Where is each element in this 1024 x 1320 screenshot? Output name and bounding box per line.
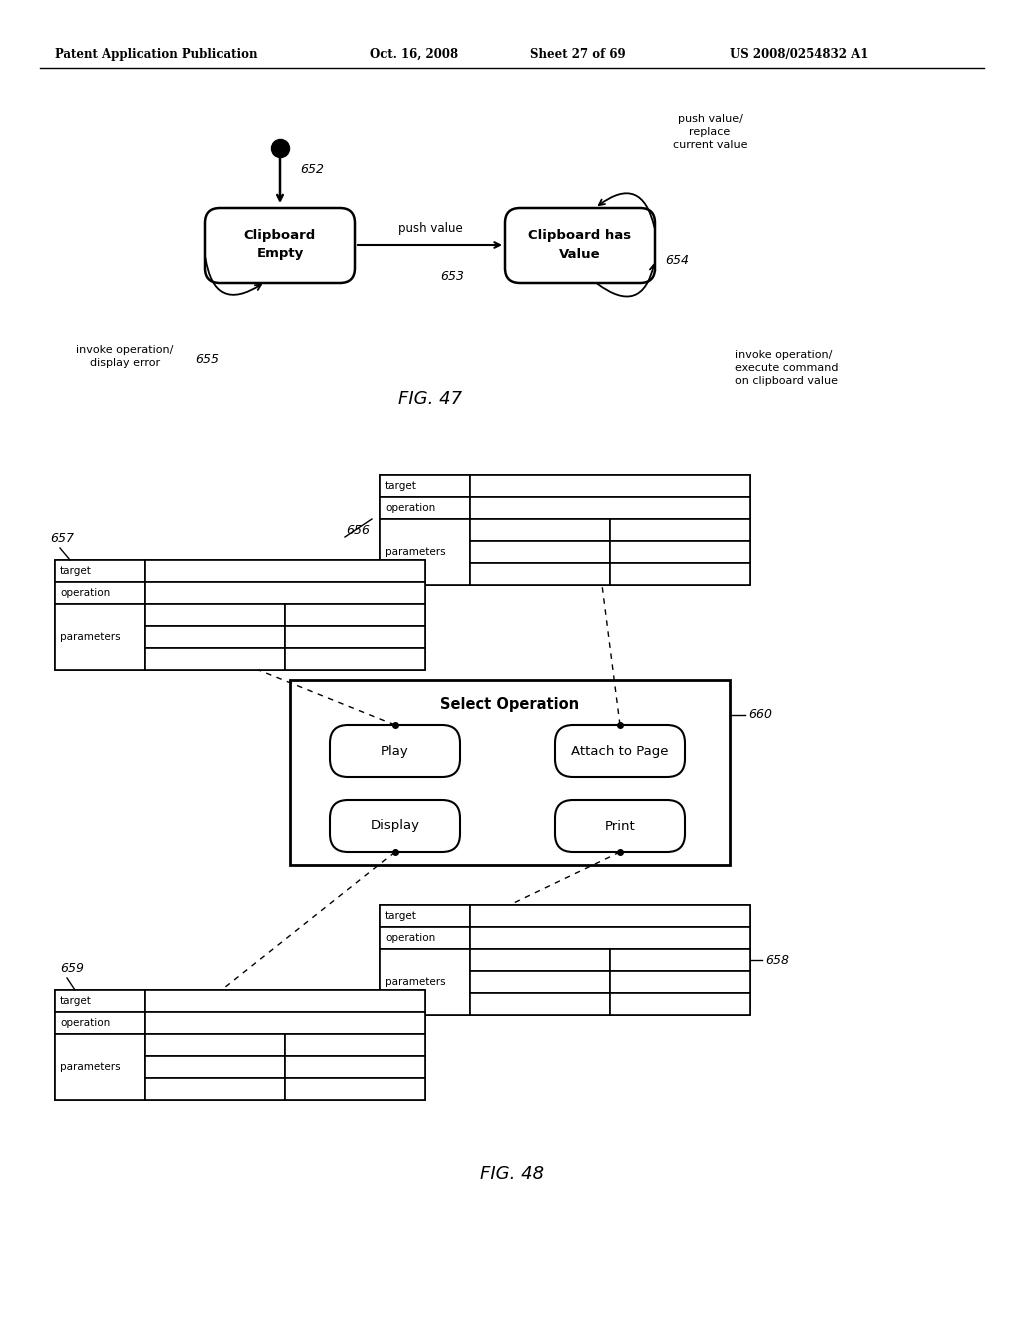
Text: invoke operation/
execute command
on clipboard value: invoke operation/ execute command on cli…: [735, 350, 839, 387]
Text: target: target: [385, 911, 417, 921]
Text: Clipboard has
Value: Clipboard has Value: [528, 230, 632, 260]
Bar: [55, 560, 425, 671]
Text: 654: 654: [665, 253, 689, 267]
Bar: [470, 927, 750, 949]
Text: Attach to Page: Attach to Page: [571, 744, 669, 758]
Bar: [285, 1078, 425, 1100]
Bar: [380, 949, 470, 1015]
Bar: [470, 972, 610, 993]
Text: invoke operation/
display error: invoke operation/ display error: [77, 345, 174, 368]
FancyBboxPatch shape: [555, 725, 685, 777]
Bar: [610, 949, 750, 972]
Bar: [470, 949, 610, 972]
Bar: [610, 564, 750, 585]
Text: operation: operation: [385, 503, 435, 513]
Text: FIG. 48: FIG. 48: [480, 1166, 544, 1183]
FancyBboxPatch shape: [205, 209, 355, 282]
Bar: [55, 990, 425, 1100]
Bar: [55, 605, 145, 671]
Text: operation: operation: [385, 933, 435, 942]
Bar: [285, 1056, 425, 1078]
Bar: [145, 1034, 285, 1056]
Bar: [145, 1078, 285, 1100]
Bar: [285, 1034, 425, 1056]
Bar: [145, 990, 425, 1012]
Text: Display: Display: [371, 820, 420, 833]
Text: parameters: parameters: [60, 632, 121, 642]
Text: parameters: parameters: [60, 1063, 121, 1072]
Text: Clipboard
Empty: Clipboard Empty: [244, 230, 316, 260]
Bar: [145, 605, 285, 626]
FancyBboxPatch shape: [330, 800, 460, 851]
Text: target: target: [60, 997, 92, 1006]
FancyBboxPatch shape: [330, 725, 460, 777]
Text: Patent Application Publication: Patent Application Publication: [55, 48, 257, 61]
Bar: [290, 680, 730, 865]
Text: US 2008/0254832 A1: US 2008/0254832 A1: [730, 48, 868, 61]
Bar: [380, 906, 470, 927]
Bar: [145, 648, 285, 671]
Bar: [145, 560, 425, 582]
FancyBboxPatch shape: [505, 209, 655, 282]
Text: 656: 656: [346, 524, 370, 537]
Bar: [380, 906, 750, 1015]
Text: Sheet 27 of 69: Sheet 27 of 69: [530, 48, 626, 61]
Text: 655: 655: [195, 352, 219, 366]
FancyBboxPatch shape: [555, 800, 685, 851]
Bar: [55, 1034, 145, 1100]
Text: Oct. 16, 2008: Oct. 16, 2008: [370, 48, 458, 61]
Bar: [610, 972, 750, 993]
Text: Play: Play: [381, 744, 409, 758]
Bar: [380, 927, 470, 949]
Bar: [145, 582, 425, 605]
Text: Print: Print: [604, 820, 635, 833]
Bar: [55, 990, 145, 1012]
Bar: [380, 475, 470, 498]
Text: operation: operation: [60, 587, 111, 598]
Text: target: target: [60, 566, 92, 576]
Bar: [610, 519, 750, 541]
FancyArrowPatch shape: [597, 265, 655, 297]
Bar: [380, 498, 470, 519]
Bar: [55, 1012, 145, 1034]
Text: 659: 659: [60, 962, 84, 975]
Text: push value: push value: [397, 222, 463, 235]
Text: parameters: parameters: [385, 546, 445, 557]
Bar: [55, 582, 145, 605]
Bar: [470, 564, 610, 585]
Text: FIG. 47: FIG. 47: [398, 389, 462, 408]
Bar: [145, 1012, 425, 1034]
Text: push value/
replace
current value: push value/ replace current value: [673, 114, 748, 150]
Text: target: target: [385, 480, 417, 491]
Text: 660: 660: [748, 709, 772, 722]
Bar: [610, 541, 750, 564]
FancyArrowPatch shape: [206, 257, 261, 294]
Bar: [380, 519, 470, 585]
Text: 657: 657: [50, 532, 74, 545]
Bar: [55, 560, 145, 582]
Bar: [470, 519, 610, 541]
Bar: [285, 626, 425, 648]
Bar: [145, 1056, 285, 1078]
Bar: [470, 993, 610, 1015]
Bar: [285, 605, 425, 626]
FancyArrowPatch shape: [599, 193, 654, 227]
Bar: [470, 475, 750, 498]
Bar: [145, 626, 285, 648]
Text: operation: operation: [60, 1018, 111, 1028]
Bar: [380, 475, 750, 585]
Bar: [470, 906, 750, 927]
Text: 653: 653: [440, 271, 464, 282]
Text: 658: 658: [765, 953, 790, 966]
Bar: [470, 541, 610, 564]
Text: 652: 652: [300, 162, 324, 176]
Bar: [470, 498, 750, 519]
Text: parameters: parameters: [385, 977, 445, 987]
Bar: [610, 993, 750, 1015]
Text: Select Operation: Select Operation: [440, 697, 580, 713]
Bar: [285, 648, 425, 671]
